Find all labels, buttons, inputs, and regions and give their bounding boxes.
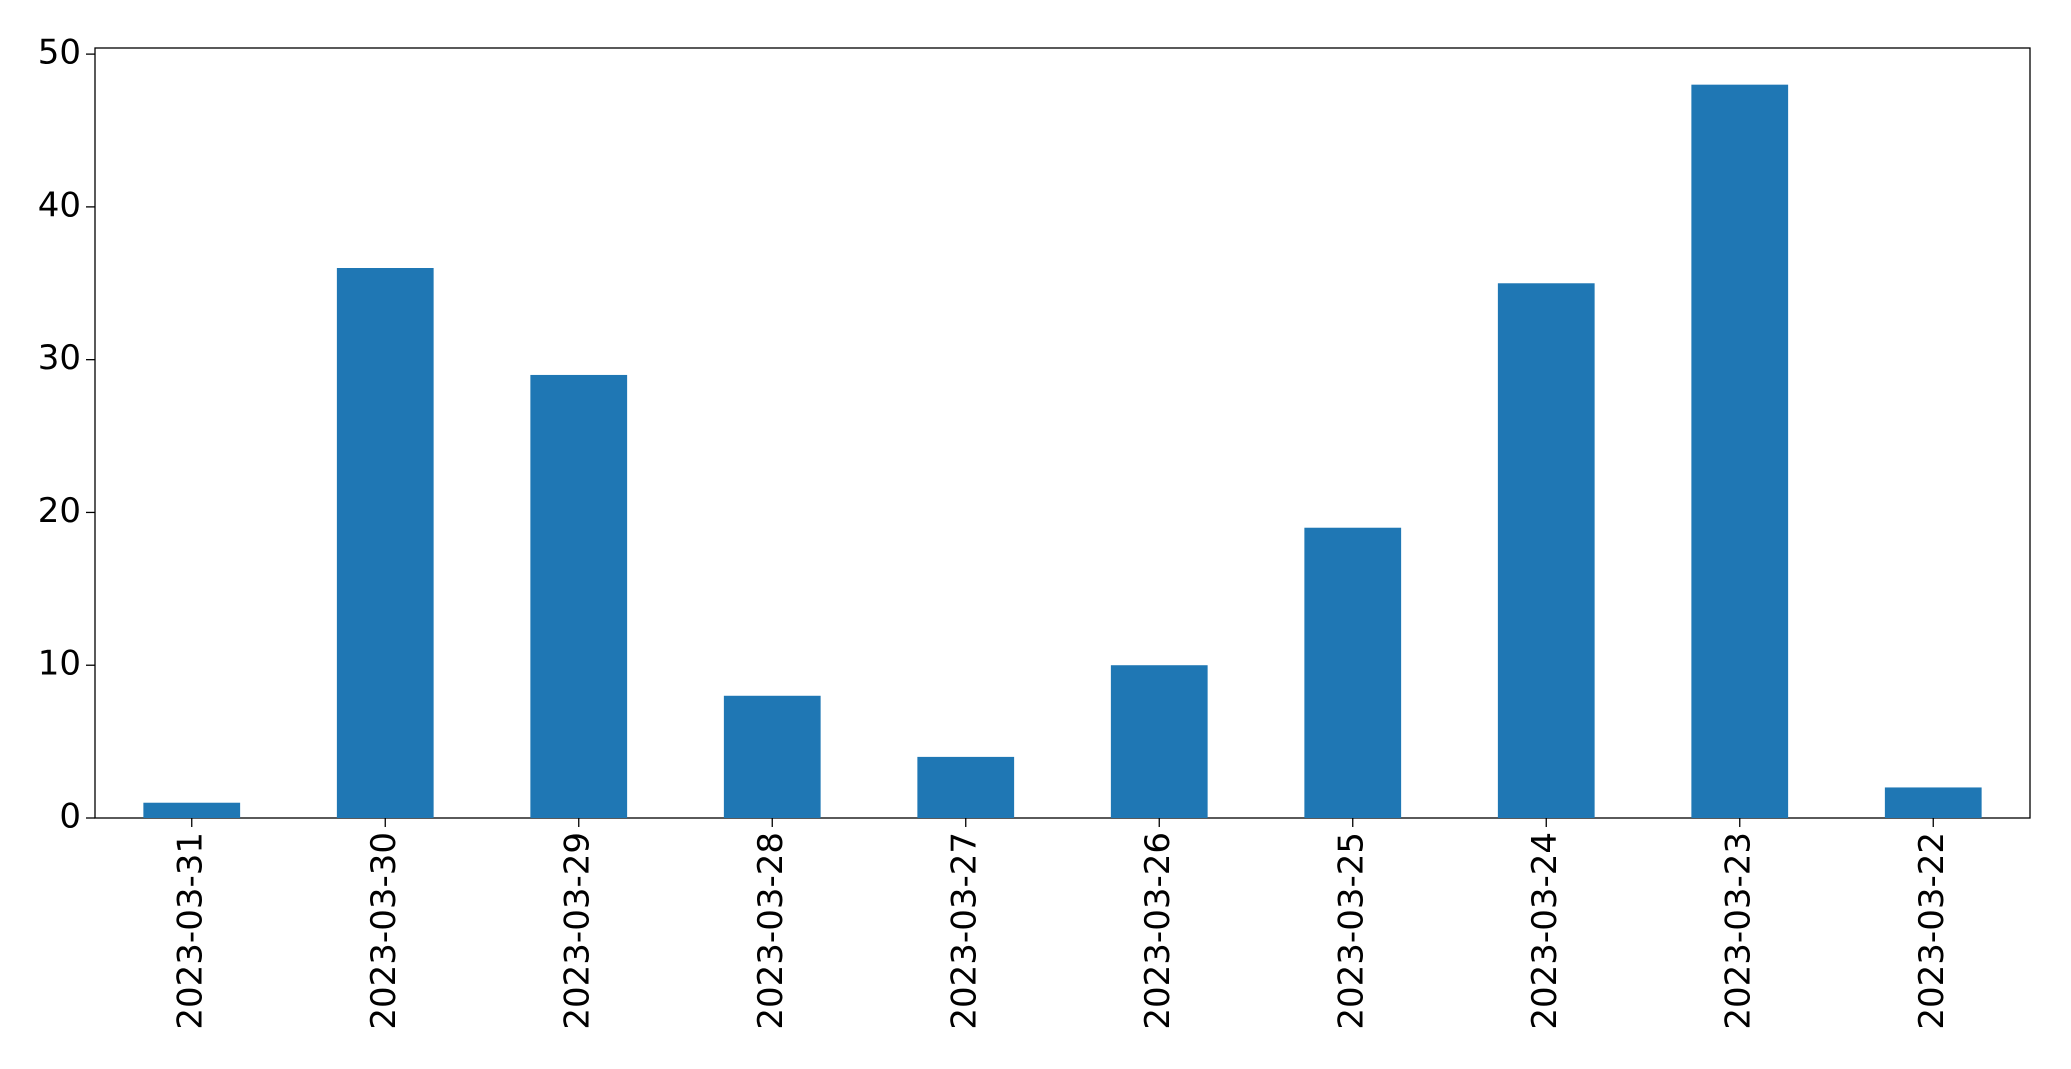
bar xyxy=(1884,787,1982,818)
x-tick-label: 2023-03-25 xyxy=(1331,832,1371,1030)
bar xyxy=(1497,283,1595,818)
y-tick-label: 0 xyxy=(59,797,81,837)
x-tick-label: 2023-03-24 xyxy=(1525,832,1565,1030)
x-tick-label: 2023-03-28 xyxy=(751,832,791,1030)
y-tick-label: 30 xyxy=(38,338,81,378)
x-tick-label: 2023-03-27 xyxy=(944,832,984,1030)
x-tick-label: 2023-03-23 xyxy=(1718,832,1758,1030)
x-tick-label: 2023-03-31 xyxy=(170,832,210,1030)
bar xyxy=(1110,665,1208,818)
y-tick-label: 10 xyxy=(38,644,81,684)
y-tick-label: 50 xyxy=(38,33,81,73)
bar xyxy=(530,374,628,818)
x-tick-label: 2023-03-29 xyxy=(557,832,597,1030)
bar xyxy=(143,802,241,818)
bar xyxy=(917,756,1015,818)
x-tick-label: 2023-03-30 xyxy=(364,832,404,1030)
bar xyxy=(336,268,434,818)
bar xyxy=(1691,84,1789,818)
y-tick-label: 20 xyxy=(38,491,81,531)
bar xyxy=(723,695,821,818)
plot-frame xyxy=(94,47,2031,819)
x-tick-label: 2023-03-26 xyxy=(1138,832,1178,1030)
y-tick-label: 40 xyxy=(38,185,81,225)
bar xyxy=(1304,527,1402,818)
x-tick-label: 2023-03-22 xyxy=(1912,832,1952,1030)
